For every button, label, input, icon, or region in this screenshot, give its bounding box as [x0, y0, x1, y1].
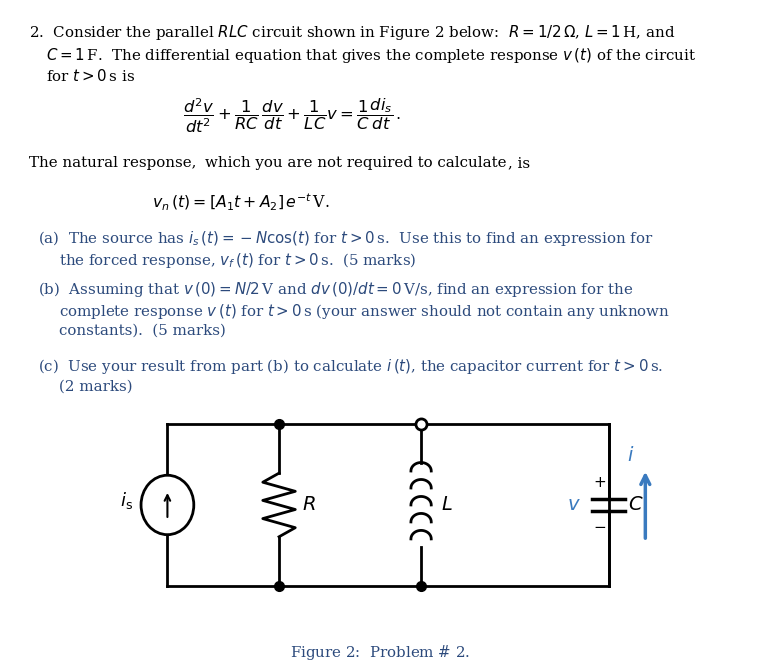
Text: $v$: $v$	[567, 496, 581, 514]
Text: Figure 2:  Problem $\#$ 2.: Figure 2: Problem $\#$ 2.	[291, 643, 470, 662]
Text: the forced response, $v_f\,(t)$ for $t > 0\,$s.  (5 marks): the forced response, $v_f\,(t)$ for $t >…	[59, 251, 417, 270]
Text: , is: , is	[508, 156, 530, 170]
Text: complete response $v\,(t)$ for $t > 0\,$s (your answer should not contain any un: complete response $v\,(t)$ for $t > 0\,$…	[59, 302, 670, 321]
Text: (b)  Assuming that $v\,(0) = N/2\,$V and $dv\,(0)/dt = 0\,$V/s, find an expressi: (b) Assuming that $v\,(0) = N/2\,$V and …	[38, 280, 633, 299]
Text: (a)  The source has $i_s\,(t) = -N\cos(t)$ for $t > 0\,$s.  Use this to find an : (a) The source has $i_s\,(t) = -N\cos(t)…	[38, 229, 654, 248]
Text: (2 marks): (2 marks)	[59, 379, 133, 393]
Text: $v_n\,(t) = [A_1 t + A_2]\,e^{-t}\,$V.: $v_n\,(t) = [A_1 t + A_2]\,e^{-t}\,$V.	[152, 192, 330, 212]
Text: $i$: $i$	[628, 446, 635, 466]
Text: 2.  Consider the parallel $\mathit{RLC}$ circuit shown in Figure 2 below:  $R = : 2. Consider the parallel $\mathit{RLC}$ …	[29, 23, 675, 42]
Text: for $t > 0\,$s is: for $t > 0\,$s is	[46, 68, 135, 84]
Text: $R$: $R$	[302, 496, 316, 514]
Text: $+$: $+$	[593, 476, 607, 490]
Text: $C$: $C$	[628, 496, 644, 514]
Text: constants).  (5 marks): constants). (5 marks)	[59, 324, 226, 338]
Text: $\dfrac{d^2v}{dt^2} + \dfrac{1}{RC}\,\dfrac{dv}{dt} + \dfrac{1}{LC}v = \dfrac{1}: $\dfrac{d^2v}{dt^2} + \dfrac{1}{RC}\,\df…	[183, 96, 401, 135]
Text: $i_\mathrm{s}$: $i_\mathrm{s}$	[120, 490, 133, 511]
Text: $-$: $-$	[593, 519, 607, 533]
Text: The natural response,: The natural response,	[29, 156, 201, 170]
Text: $C = 1\,$F.  The differential equation that gives the complete response $v\,(t)$: $C = 1\,$F. The differential equation th…	[46, 46, 696, 64]
Ellipse shape	[141, 475, 194, 535]
Text: $L$: $L$	[441, 496, 453, 514]
Text: which you are not required to calculate: which you are not required to calculate	[205, 156, 507, 170]
Text: (c)  Use your result from part (b) to calculate $i\,(t)$, the capacitor current : (c) Use your result from part (b) to cal…	[38, 357, 664, 377]
